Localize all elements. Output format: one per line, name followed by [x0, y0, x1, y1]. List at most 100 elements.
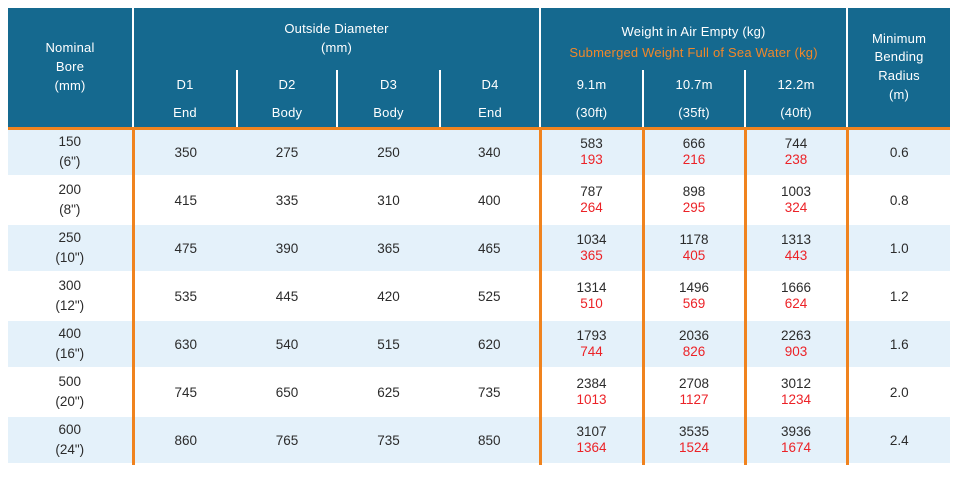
- air-weight-value: 666: [682, 136, 706, 152]
- outside-diameter-title: Outside Diameter (mm): [284, 21, 389, 55]
- header-nominal-bore: Nominal Bore (mm): [8, 8, 134, 130]
- weight-cell-9-1m: 1034 365: [538, 224, 645, 273]
- header-length-10-7m: 10.7m: [643, 70, 747, 98]
- od-d2-cell: 765: [237, 416, 337, 465]
- od-d1-cell: 350: [133, 128, 237, 177]
- submerged-weight-value: 903: [784, 344, 808, 359]
- submerged-weight-value: 1674: [781, 440, 812, 455]
- od-d4-cell: 620: [440, 320, 541, 369]
- submerged-weight-value: 443: [784, 248, 808, 263]
- air-weight-value: 2708: [679, 375, 710, 391]
- od-d3-cell: 515: [337, 320, 440, 369]
- air-weight-value: 787: [580, 183, 603, 199]
- od-d3-cell: 310: [337, 176, 440, 225]
- table-row: 200 (8") 415 335 310 400 787 264 898 295…: [8, 176, 951, 225]
- od-d1-cell: 475: [133, 224, 237, 273]
- header-col-d3: D3: [337, 70, 441, 98]
- header-length-12-2m: 12.2m: [745, 70, 849, 98]
- min-bending-radius-cell: 1.0: [847, 224, 951, 273]
- od-d4-cell: 340: [440, 128, 541, 177]
- submerged-weight-value: 238: [784, 152, 808, 168]
- submerged-weight-value: 826: [682, 344, 706, 359]
- air-weight-value: 1034: [576, 231, 607, 247]
- od-d3-cell: 365: [337, 224, 440, 273]
- od-d2-cell: 650: [237, 368, 337, 417]
- header-min-bending-radius: Minimum Bending Radius (m): [847, 8, 951, 130]
- header-pos-d3: Body: [337, 98, 441, 130]
- air-weight-value: 1496: [679, 279, 710, 295]
- od-d2-cell: 540: [237, 320, 337, 369]
- weight-cell-9-1m: 2384 1013: [538, 368, 645, 417]
- od-d1-cell: 745: [133, 368, 237, 417]
- submerged-weight-value: 405: [682, 248, 706, 263]
- air-weight-value: 1313: [781, 231, 812, 247]
- od-d4-cell: 465: [440, 224, 541, 273]
- submerged-weight-value: 264: [580, 200, 603, 215]
- od-d3-cell: 250: [337, 128, 440, 177]
- weight-cell-12-2m: 3012 1234: [743, 368, 849, 417]
- air-weight-value: 1003: [781, 183, 812, 199]
- submerged-weight-value: 216: [682, 152, 706, 168]
- weight-cell-10-7m: 898 295: [641, 176, 747, 225]
- header-pos-d1: End: [133, 98, 238, 130]
- nominal-bore-cell: 600 (24"): [8, 416, 135, 465]
- weight-cell-10-7m: 1496 569: [641, 272, 747, 321]
- header-col-d2: D2: [237, 70, 338, 98]
- od-d4-cell: 525: [440, 272, 541, 321]
- air-weight-value: 1314: [576, 279, 607, 295]
- weight-cell-10-7m: 1178 405: [641, 224, 747, 273]
- weight-cell-9-1m: 787 264: [538, 176, 645, 225]
- nominal-bore-cell: 500 (20"): [8, 368, 135, 417]
- header-feet-35ft: (35ft): [643, 98, 747, 130]
- weight-cell-9-1m: 3107 1364: [538, 416, 645, 465]
- submerged-weight-value: 1013: [576, 392, 607, 407]
- weight-cell-12-2m: 1666 624: [743, 272, 849, 321]
- submerged-weight-title: Submerged Weight Full of Sea Water (kg): [569, 45, 818, 60]
- submerged-weight-value: 744: [580, 344, 603, 359]
- submerged-weight-value: 365: [580, 248, 603, 263]
- weight-cell-10-7m: 2708 1127: [641, 368, 747, 417]
- air-weight-value: 3936: [781, 423, 812, 439]
- header-pos-d2: Body: [237, 98, 338, 130]
- table-row: 600 (24") 860 765 735 850 3107 1364 3535…: [8, 416, 951, 465]
- submerged-weight-value: 324: [784, 200, 808, 215]
- header-col-d4: D4: [440, 70, 542, 98]
- table-row: 500 (20") 745 650 625 735 2384 1013 2708…: [8, 368, 951, 417]
- air-weight-value: 744: [784, 136, 808, 152]
- od-d1-cell: 630: [133, 320, 237, 369]
- header-feet-40ft: (40ft): [745, 98, 849, 130]
- submerged-weight-value: 1234: [781, 392, 812, 407]
- weight-in-air-title: Weight in Air Empty (kg): [621, 24, 766, 39]
- air-weight-value: 898: [682, 183, 706, 199]
- table-header: Nominal Bore (mm) Outside Diameter (mm) …: [8, 8, 951, 130]
- od-d4-cell: 400: [440, 176, 541, 225]
- min-bending-radius-cell: 1.6: [847, 320, 951, 369]
- header-outside-diameter-group: Outside Diameter (mm): [133, 8, 542, 70]
- min-bending-radius-cell: 0.6: [847, 128, 951, 177]
- od-d3-cell: 420: [337, 272, 440, 321]
- air-weight-value: 3012: [781, 375, 812, 391]
- submerged-weight-value: 1364: [576, 440, 607, 455]
- table-row: 150 (6") 350 275 250 340 583 193 666 216…: [8, 128, 951, 177]
- air-weight-value: 3535: [679, 423, 710, 439]
- nominal-bore-cell: 300 (12"): [8, 272, 135, 321]
- header-feet-30ft: (30ft): [540, 98, 645, 130]
- table-body: 150 (6") 350 275 250 340 583 193 666 216…: [8, 128, 951, 465]
- nominal-bore-cell: 400 (16"): [8, 320, 135, 369]
- table-row: 400 (16") 630 540 515 620 1793 744 2036 …: [8, 320, 951, 369]
- min-bending-radius-cell: 0.8: [847, 176, 951, 225]
- submerged-weight-value: 624: [784, 296, 808, 311]
- od-d3-cell: 625: [337, 368, 440, 417]
- weight-cell-12-2m: 1313 443: [743, 224, 849, 273]
- min-bending-radius-cell: 2.0: [847, 368, 951, 417]
- air-weight-value: 2384: [576, 375, 607, 391]
- od-d2-cell: 275: [237, 128, 337, 177]
- hose-specification-table: Nominal Bore (mm) Outside Diameter (mm) …: [8, 8, 951, 465]
- air-weight-value: 3107: [576, 423, 607, 439]
- weight-cell-12-2m: 3936 1674: [743, 416, 849, 465]
- nominal-bore-cell: 200 (8"): [8, 176, 135, 225]
- submerged-weight-value: 1127: [679, 392, 709, 407]
- od-d1-cell: 535: [133, 272, 237, 321]
- header-pos-d4: End: [440, 98, 542, 130]
- od-d1-cell: 415: [133, 176, 237, 225]
